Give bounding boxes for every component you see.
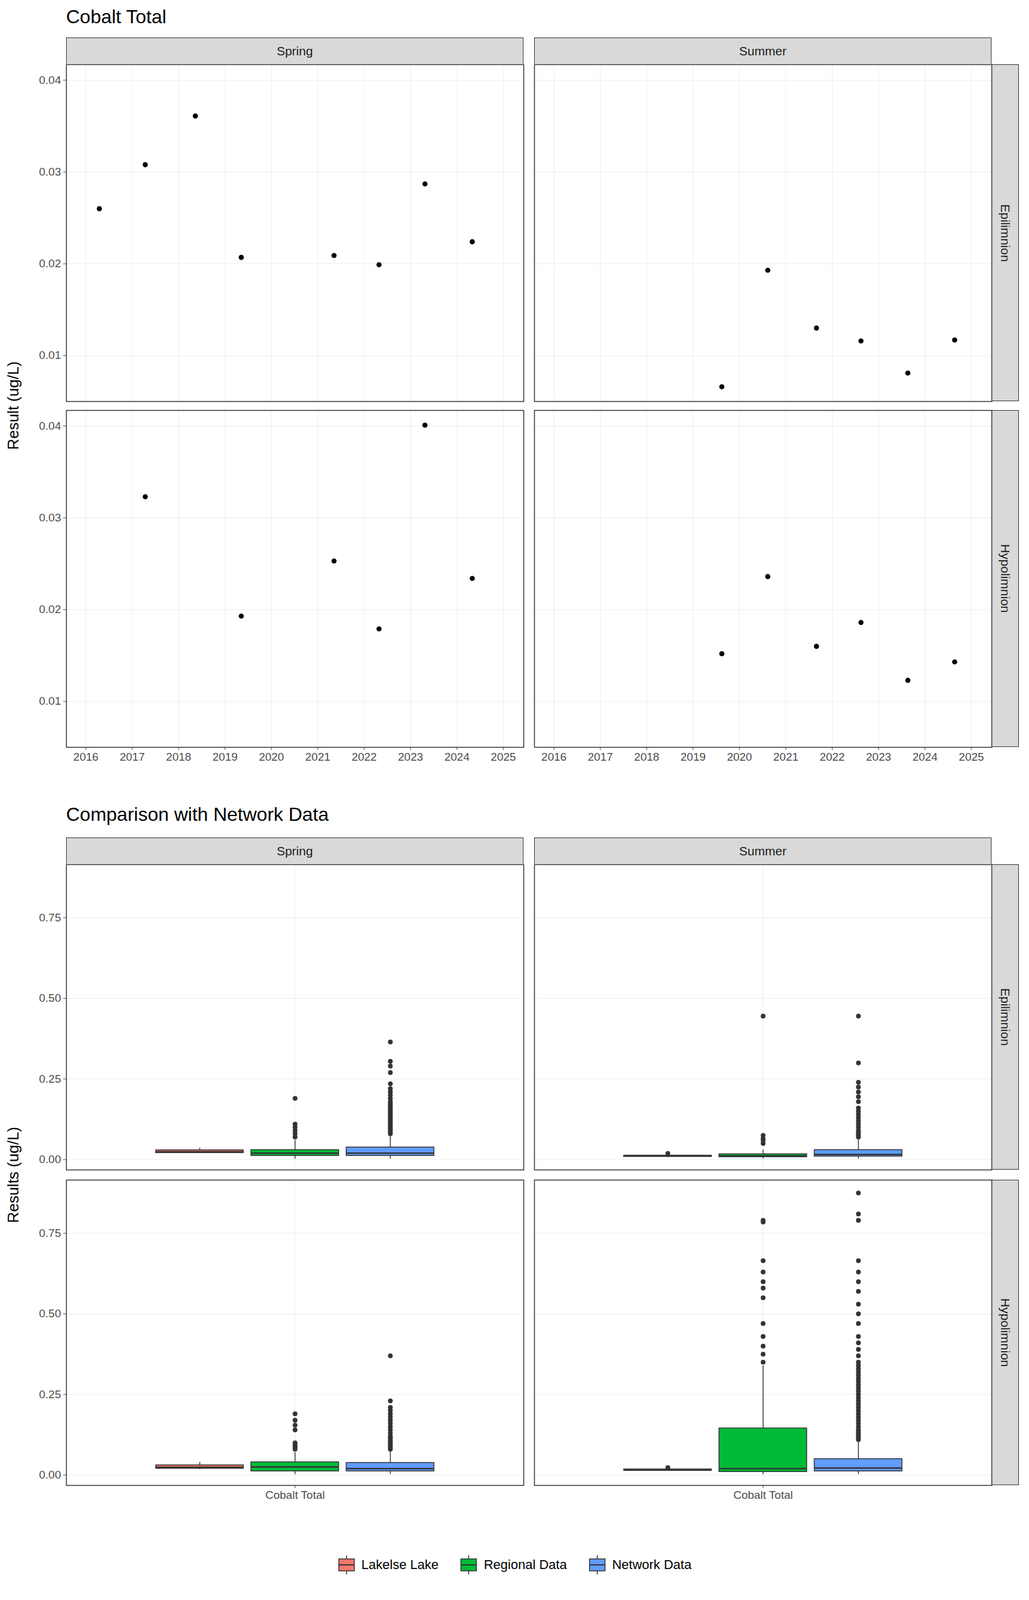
svg-text:0.03: 0.03 [39,165,62,179]
svg-text:0.02: 0.02 [39,257,62,270]
html-text:Spring: Spring [276,844,313,858]
html-text:Result (ug/L): Result (ug/L) [3,361,22,451]
svg-text:2019: 2019 [680,750,706,764]
svg-text:Cobalt Total: Cobalt Total [265,1489,326,1502]
html-text:Lakelse Lake: Lakelse Lake [361,1557,439,1573]
html-text:Hypolimnion: Hypolimnion [998,544,1013,614]
svg-text:0.02: 0.02 [39,603,62,616]
svg-text:2024: 2024 [444,750,470,764]
html-text:Epilimnion: Epilimnion [998,203,1013,262]
svg-text:0.25: 0.25 [39,1388,62,1402]
svg-text:2025: 2025 [958,750,984,764]
html-text:Cobalt Total: Cobalt Total [66,5,167,28]
svg-text:2016: 2016 [541,750,567,764]
html-text:Spring: Spring [276,43,313,58]
svg-text:2024: 2024 [912,750,938,764]
svg-text:0.03: 0.03 [39,511,62,525]
svg-text:2025: 2025 [490,750,516,764]
svg-text:2020: 2020 [259,750,285,764]
html-text:Regional Data: Regional Data [483,1557,567,1573]
svg-text:0.75: 0.75 [39,1227,62,1240]
svg-text:2017: 2017 [587,750,613,764]
svg-text:2023: 2023 [397,750,423,764]
html-text:Network Data: Network Data [612,1557,692,1573]
svg-text:2020: 2020 [727,750,753,764]
html-text:Comparison with Network Data: Comparison with Network Data [66,803,329,826]
svg-text:2021: 2021 [305,750,331,764]
svg-text:2018: 2018 [166,750,192,764]
svg-text:0.00: 0.00 [39,1153,62,1166]
svg-text:0.04: 0.04 [39,73,62,87]
svg-text:0.00: 0.00 [39,1469,62,1482]
svg-text:2019: 2019 [212,750,238,764]
svg-text:Cobalt Total: Cobalt Total [733,1489,794,1502]
html-text:Summer: Summer [739,43,787,58]
html-text:Summer: Summer [739,844,787,858]
svg-text:0.25: 0.25 [39,1073,62,1086]
svg-text:0.50: 0.50 [39,992,62,1005]
html-text:Results (ug/L): Results (ug/L) [3,1127,22,1224]
html-text:Epilimnion: Epilimnion [998,988,1013,1047]
svg-text:2016: 2016 [73,750,99,764]
svg-text:0.01: 0.01 [39,694,62,708]
svg-text:0.75: 0.75 [39,911,62,925]
svg-text:2017: 2017 [119,750,145,764]
svg-text:0.01: 0.01 [39,348,62,362]
svg-text:2018: 2018 [634,750,660,764]
svg-text:0.04: 0.04 [39,419,62,433]
svg-text:2022: 2022 [351,750,377,764]
svg-text:0.50: 0.50 [39,1307,62,1321]
svg-text:2021: 2021 [773,750,799,764]
svg-text:2022: 2022 [819,750,845,764]
html-text:Hypolimnion: Hypolimnion [998,1298,1013,1368]
svg-text:2023: 2023 [865,750,891,764]
